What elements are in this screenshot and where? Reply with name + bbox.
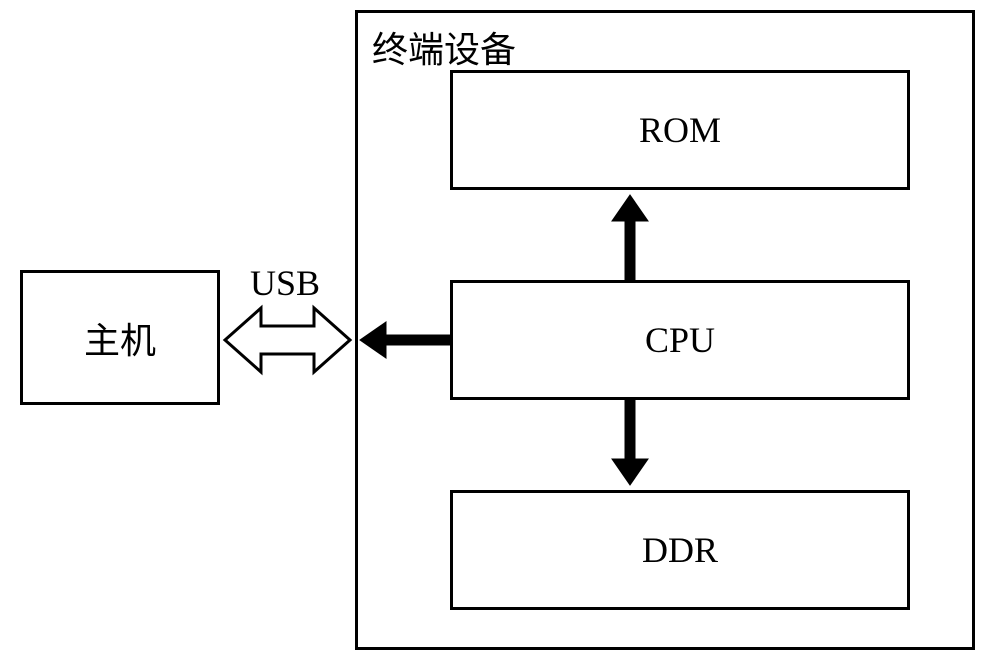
- usb-label: USB: [250, 262, 320, 304]
- cpu-label: CPU: [645, 319, 715, 361]
- cpu-box: CPU: [450, 280, 910, 400]
- ddr-label: DDR: [642, 529, 718, 571]
- diagram-canvas: 终端设备 主机 ROM CPU DDR USB: [0, 0, 1000, 670]
- rom-label: ROM: [639, 109, 721, 151]
- host-box: 主机: [20, 270, 220, 405]
- terminal-device-label: 终端设备: [372, 21, 516, 73]
- ddr-box: DDR: [450, 490, 910, 610]
- rom-box: ROM: [450, 70, 910, 190]
- host-label: 主机: [84, 312, 156, 364]
